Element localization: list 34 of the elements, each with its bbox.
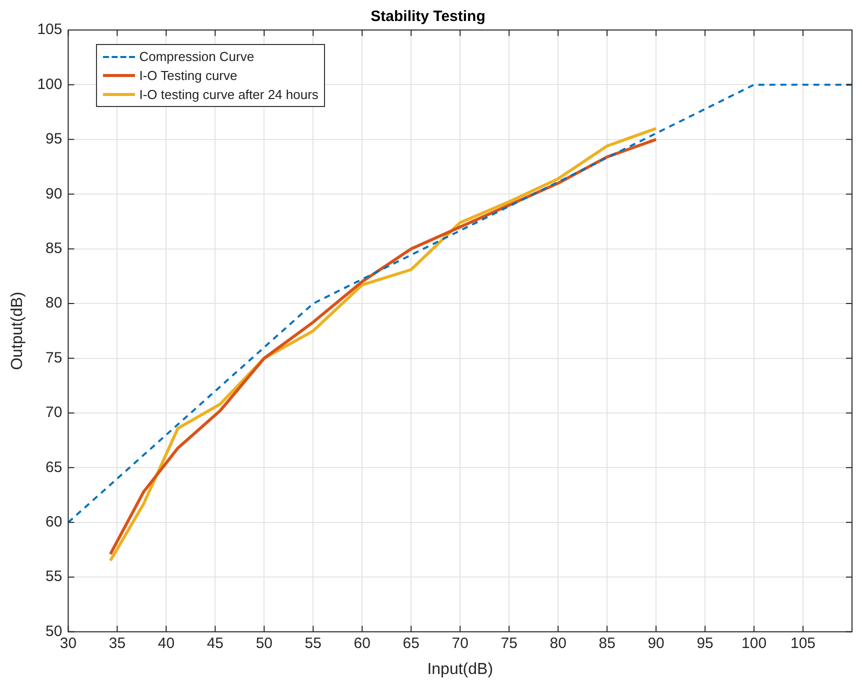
y-tick-label: 60 xyxy=(46,514,62,531)
y-tick-label: 95 xyxy=(46,130,62,148)
x-tick-label: 40 xyxy=(158,634,175,652)
y-tick-label: 90 xyxy=(46,185,62,202)
x-tick-label: 60 xyxy=(354,634,370,652)
legend-label: I-O testing curve after 24 hours xyxy=(139,87,318,102)
y-tick-label: 80 xyxy=(46,294,62,312)
x-tick-label: 90 xyxy=(648,634,664,652)
y-tick-label: 105 xyxy=(37,21,62,38)
x-axis-title: Input(dB) xyxy=(427,660,494,678)
y-tick-label: 75 xyxy=(46,349,62,366)
x-tick-label: 80 xyxy=(550,634,566,652)
y-tick-label: 65 xyxy=(46,458,62,476)
x-tick-label: 45 xyxy=(206,634,224,652)
y-tick-label: 70 xyxy=(46,404,62,422)
legend-label: I-O Testing curve xyxy=(139,68,238,83)
x-tick-label: 95 xyxy=(696,634,714,652)
x-tick-label: 65 xyxy=(402,634,420,652)
chart-title: Stability Testing xyxy=(370,8,486,26)
y-tick-label: 50 xyxy=(46,622,62,640)
x-tick-label: 85 xyxy=(598,634,616,652)
y-tick-label: 85 xyxy=(46,240,62,257)
x-tick-label: 100 xyxy=(742,634,767,652)
x-tick-label: 30 xyxy=(60,634,77,652)
x-tick-label: 75 xyxy=(500,634,518,652)
y-axis-title: Output(dB) xyxy=(9,292,26,370)
legend-label: Compression Curve xyxy=(139,49,254,64)
y-tick-label: 55 xyxy=(46,568,62,586)
x-tick-label: 55 xyxy=(304,634,322,652)
x-tick-label: 35 xyxy=(108,634,126,652)
x-tick-label: 50 xyxy=(256,634,273,652)
x-tick-label: 105 xyxy=(790,634,816,652)
y-tick-label: 100 xyxy=(37,76,62,93)
x-tick-label: 70 xyxy=(452,634,468,652)
